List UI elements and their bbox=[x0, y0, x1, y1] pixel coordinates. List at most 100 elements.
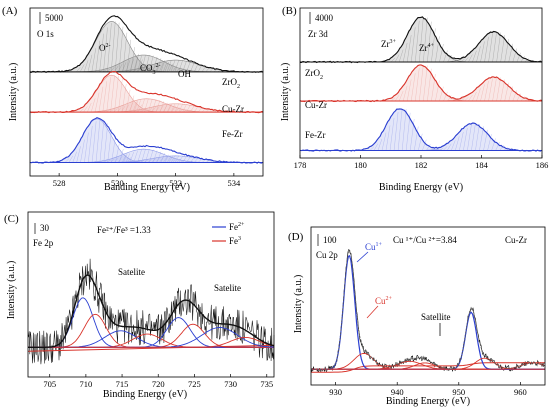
hatch bbox=[166, 60, 172, 72]
hatch bbox=[394, 54, 400, 63]
hatch bbox=[422, 139, 427, 151]
xtick-label-710: 710 bbox=[80, 379, 93, 389]
panel-c-element-label: Fe 2p bbox=[33, 238, 54, 248]
panel-d-peak-cu2: Cu2+ bbox=[375, 296, 393, 306]
xtick-label-178: 178 bbox=[294, 160, 307, 170]
hatch bbox=[172, 157, 177, 163]
hatch bbox=[500, 35, 505, 63]
hatch bbox=[139, 68, 145, 72]
hatch bbox=[419, 65, 424, 102]
hatch bbox=[163, 156, 168, 163]
hatch bbox=[163, 61, 168, 72]
panel-b-letter: (B) bbox=[282, 5, 297, 17]
hatch bbox=[443, 146, 448, 151]
hatch bbox=[145, 149, 150, 163]
hatch bbox=[186, 104, 191, 113]
panel-c-legend: Fe2+ Fe3 bbox=[212, 222, 245, 246]
hatch bbox=[179, 108, 184, 113]
xtick-label-930: 930 bbox=[329, 387, 342, 397]
panel-a-peak-oh: OH bbox=[178, 69, 191, 79]
hatch bbox=[164, 61, 169, 72]
hatch bbox=[120, 105, 126, 113]
hatch bbox=[91, 48, 97, 72]
hatch bbox=[503, 147, 508, 151]
hatch bbox=[140, 99, 145, 113]
hatch bbox=[418, 133, 423, 151]
panel-a-element-label: O 1s bbox=[37, 29, 54, 39]
raw-spectrum-cu2p bbox=[310, 249, 546, 373]
hatch bbox=[423, 17, 428, 63]
hatch bbox=[390, 97, 396, 102]
hatch bbox=[126, 39, 131, 72]
xtick-label-528: 528 bbox=[53, 178, 66, 188]
hatch bbox=[468, 54, 473, 63]
hatch bbox=[111, 21, 116, 72]
hatch bbox=[110, 158, 115, 163]
hatch bbox=[143, 108, 148, 113]
hatch bbox=[125, 153, 131, 163]
hatch bbox=[90, 98, 96, 113]
hatch bbox=[99, 33, 104, 72]
hatch bbox=[406, 35, 412, 63]
hatch bbox=[129, 95, 135, 113]
panel-c-satelite-2: Satelite bbox=[214, 283, 241, 293]
panel-b-xlabel: Binding Energy (eV) bbox=[379, 182, 463, 193]
hatch bbox=[166, 104, 172, 113]
hatch bbox=[499, 145, 504, 151]
hatch bbox=[87, 102, 92, 113]
hatch bbox=[155, 157, 160, 163]
legend-fe2-label: Fe2+ bbox=[229, 222, 245, 232]
hatch bbox=[415, 20, 420, 63]
hatch bbox=[83, 60, 89, 72]
hatch bbox=[411, 27, 416, 63]
hatch bbox=[468, 94, 473, 102]
hatch bbox=[170, 103, 176, 113]
hatch bbox=[146, 66, 151, 72]
panel-a-series-cuzr: Cu-Zr bbox=[222, 104, 244, 114]
envelope-cu-zr bbox=[29, 70, 264, 114]
panel-d-satellite: Satellite bbox=[421, 312, 451, 322]
panel-a-peak-o2: O2- bbox=[99, 43, 111, 53]
cu-background bbox=[311, 362, 545, 373]
hatch bbox=[423, 65, 428, 102]
hatch bbox=[439, 86, 444, 102]
hatch bbox=[475, 124, 480, 151]
hatch bbox=[115, 142, 120, 163]
panel-a-series-fezr: Fe-Zr bbox=[222, 129, 243, 139]
hatch bbox=[415, 68, 420, 102]
panel-c-xlabel: Binding Energy (eV) bbox=[103, 389, 187, 400]
xtick-label-182: 182 bbox=[415, 160, 428, 170]
panel-b-peak-zr3: Zr3+ bbox=[381, 39, 397, 49]
hatch bbox=[524, 58, 529, 63]
hatch bbox=[435, 36, 440, 63]
hatch bbox=[113, 108, 118, 113]
hatch bbox=[488, 33, 493, 63]
hatch bbox=[147, 159, 152, 163]
panel-b-scale-value: 4000 bbox=[315, 13, 334, 23]
hatch bbox=[390, 57, 396, 63]
xtick-label-184: 184 bbox=[475, 160, 489, 170]
envelope-zro bbox=[30, 15, 264, 74]
hatch bbox=[451, 140, 456, 151]
hatch bbox=[174, 155, 180, 163]
hatch bbox=[198, 158, 203, 163]
hatch bbox=[106, 68, 111, 72]
panel-a-letter: (A) bbox=[2, 5, 18, 17]
hatch bbox=[129, 58, 134, 72]
hatch bbox=[174, 60, 180, 72]
hatch bbox=[171, 105, 176, 113]
hatch bbox=[484, 36, 489, 63]
xtick-label-735: 735 bbox=[260, 379, 273, 389]
hatch bbox=[520, 96, 525, 102]
hatch bbox=[476, 88, 481, 102]
xtick-label-532: 532 bbox=[169, 178, 182, 188]
hatch bbox=[431, 74, 436, 102]
panel-a-frame bbox=[29, 7, 264, 177]
hatch bbox=[95, 40, 100, 72]
panel-c: (C) Intensity (a.u.) Binding Energy (eV)… bbox=[4, 211, 275, 400]
hatch bbox=[114, 157, 119, 163]
hatch bbox=[119, 149, 124, 163]
hatch bbox=[103, 123, 108, 163]
fe-envelope bbox=[28, 274, 275, 348]
hatch bbox=[137, 149, 142, 163]
